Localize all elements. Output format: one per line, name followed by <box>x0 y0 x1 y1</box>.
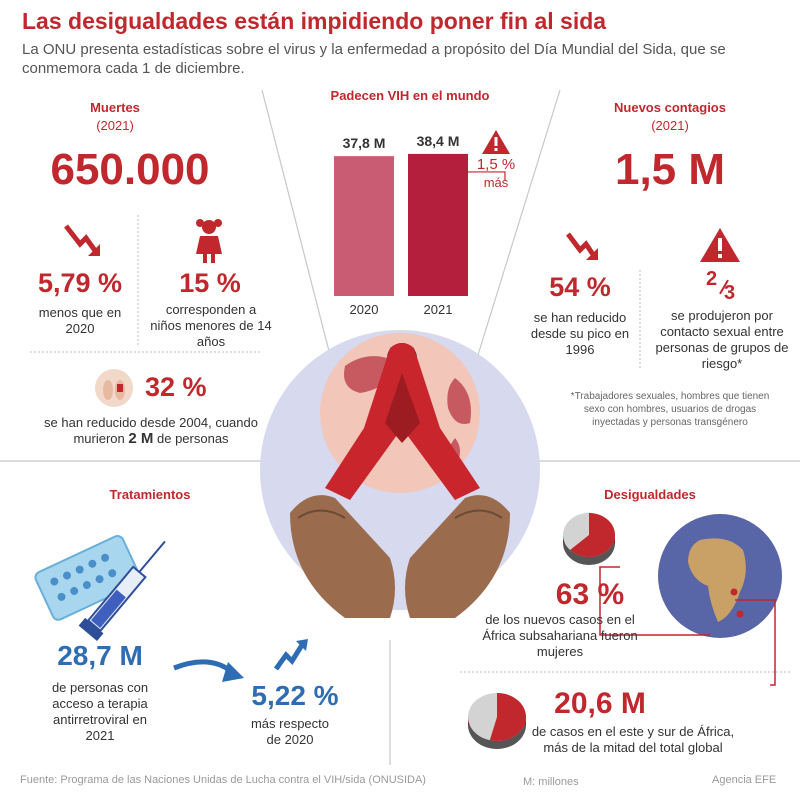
child-icon <box>196 219 222 263</box>
warning-icon <box>700 228 740 262</box>
hiv-bar-year-label: 2021 <box>424 302 453 317</box>
treatments-total: 28,7 M <box>57 640 143 671</box>
footer-source: Fuente: Programa de las Naciones Unidas … <box>20 774 426 786</box>
treatments-total-desc: de personas con acceso a terapia antirre… <box>51 680 149 743</box>
page-title: Las desigualdades están impidiendo poner… <box>22 8 607 34</box>
deaths-pct-reduced: 32 % <box>145 372 207 402</box>
new-infections-title: Nuevos contagios <box>614 100 726 115</box>
deaths-pct-children-desc: corresponden a niños menores de 14 años <box>150 302 272 349</box>
inequalities-cases-desc: de casos en el este y sur de África, más… <box>531 724 735 755</box>
new-infections-footnote: *Trabajadores sexuales, hombres que tien… <box>570 391 770 428</box>
treatments-pct-more: 5,22 % <box>251 680 339 711</box>
new-infections-pct-reduced-desc: se han reducido desde su pico en 1996 <box>530 310 630 357</box>
right-hand-icon <box>405 495 510 618</box>
left-hand-icon <box>290 495 395 618</box>
new-infections-fraction-desc: se produjeron por contacto sexual entre … <box>655 308 789 371</box>
footer-agency: Agencia EFE <box>712 774 777 786</box>
pills-syringe-icon <box>34 535 166 642</box>
deaths-title: Muertes <box>90 100 140 115</box>
new-infections-total: 1,5 M <box>614 145 726 194</box>
trend-down-icon <box>566 232 598 260</box>
deaths-pct-less: 5,79 % <box>37 268 123 298</box>
treatments-title: Tratamientos <box>109 487 191 502</box>
deaths-reduced-desc-a: se han reducido desde 2004, cuando <box>44 415 258 430</box>
women-cases-pie-icon <box>563 513 615 565</box>
new-infections-pct-reduced: 54 % <box>549 272 611 302</box>
page-subtitle: La ONU presenta estadísticas sobre el vi… <box>22 41 726 77</box>
pie-slice <box>570 513 615 557</box>
hiv-warning-pct: 1,5 % <box>476 156 516 173</box>
hiv-bar-value-label: 37,8 M <box>343 135 386 151</box>
africa-globe-icon <box>658 514 782 638</box>
deaths-total: 650.000 <box>50 145 210 194</box>
deaths-reduced-desc: se han reducido desde 2004, cuando murie… <box>20 415 282 447</box>
cases-share-pie-icon <box>468 693 526 749</box>
fraction-numerator: 2 <box>706 268 718 290</box>
fraction-denominator: 3 <box>724 282 736 304</box>
feet-icon <box>95 369 133 407</box>
hiv-increase-connector <box>468 171 506 180</box>
deaths-reduced-desc-b: murieron <box>73 431 125 446</box>
trend-down-icon <box>64 224 100 256</box>
hiv-bar-2021 <box>408 153 468 296</box>
footer-units: M: millones <box>523 776 579 788</box>
deaths-reduced-desc-c: de personas <box>157 431 229 446</box>
hiv-bar-year-label: 2020 <box>350 302 379 317</box>
hiv-warning-text: más <box>483 175 509 190</box>
deaths-pct-children: 15 % <box>179 268 241 298</box>
deaths-pct-less-desc: menos que en 2020 <box>38 305 122 336</box>
deaths-reduced-desc-bold: 2 M <box>128 430 154 447</box>
new-infections-year: (2021) <box>651 118 689 133</box>
deaths-year: (2021) <box>96 118 134 133</box>
ribbon-globe-hands-illustration <box>260 330 540 618</box>
new-infections-fraction: 2 3 <box>700 268 744 312</box>
connector-lines <box>599 566 776 686</box>
inequalities-cases: 20,6 M <box>554 687 646 720</box>
warning-icon <box>482 130 510 154</box>
inequalities-pct-women-desc: de los nuevos casos en el África subsaha… <box>482 612 638 659</box>
trend-up-icon <box>273 639 308 671</box>
hiv-bar-2020 <box>334 156 394 296</box>
hiv-bar-chart: 37,8 M 2020 38,4 M 2021 <box>334 133 506 317</box>
pie-slice <box>489 693 526 741</box>
hiv-title: Padecen VIH en el mundo <box>330 88 490 103</box>
inequalities-title: Desigualdades <box>604 487 696 502</box>
inequalities-pct-women: 63 % <box>555 578 625 611</box>
arrow-right-icon <box>173 659 244 682</box>
hiv-bar-value-label: 38,4 M <box>417 133 460 149</box>
treatments-pct-more-desc: más respecto de 2020 <box>250 716 330 747</box>
